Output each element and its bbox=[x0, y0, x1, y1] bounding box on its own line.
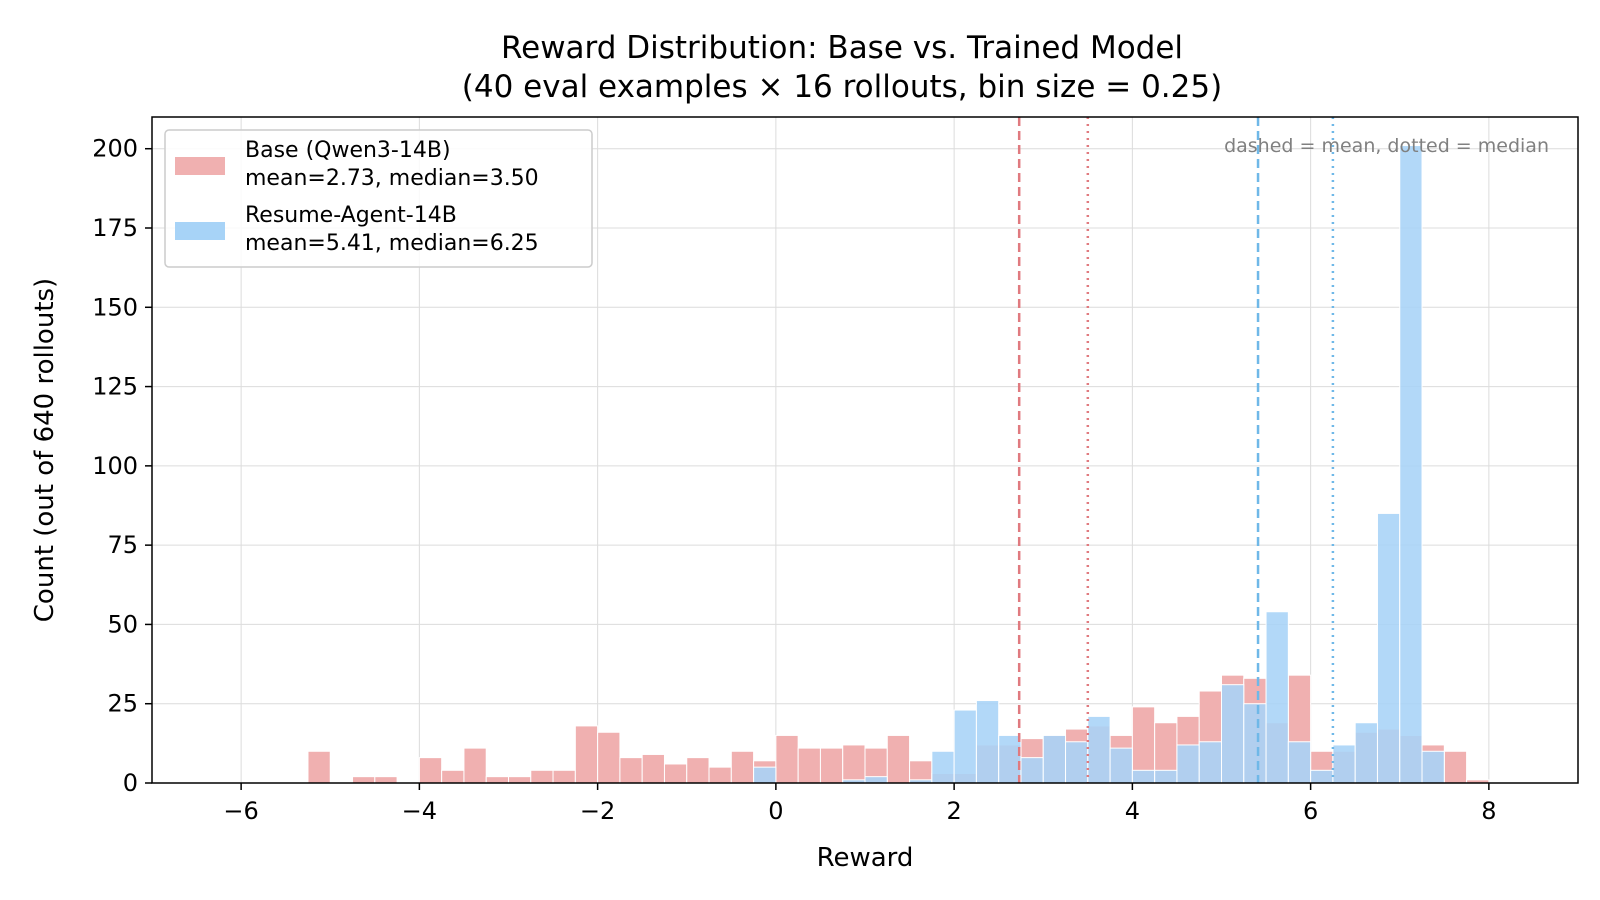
trained-bar-20 bbox=[1287, 741, 1312, 784]
trained-bar-9 bbox=[1042, 734, 1067, 784]
chart-titles: Reward Distribution: Base vs. Trained Mo… bbox=[462, 30, 1222, 105]
base-bar-2 bbox=[374, 776, 398, 784]
base-bar-5 bbox=[463, 747, 487, 784]
legend-label-base: Base (Qwen3-14B) bbox=[245, 138, 451, 163]
legend-swatch-trained bbox=[175, 222, 225, 240]
trained-bar-12 bbox=[1109, 747, 1133, 784]
x-axis-label: Reward bbox=[817, 843, 914, 873]
base-bar-6 bbox=[485, 776, 509, 784]
legend-label-trained: Resume-Agent-14B bbox=[245, 203, 457, 228]
trained-bar-10 bbox=[1065, 741, 1089, 784]
legend: Base (Qwen3-14B) mean=2.73, median=3.50 … bbox=[164, 129, 593, 268]
plot-area-frame bbox=[151, 116, 1579, 784]
legend-box bbox=[164, 129, 593, 268]
trained-bar-21 bbox=[1310, 769, 1334, 784]
y-tick-label-7: 175 bbox=[92, 214, 138, 242]
base-bar-22 bbox=[842, 744, 866, 784]
legend-stats-base: mean=2.73, median=3.50 bbox=[245, 166, 539, 191]
trained-bar-24 bbox=[1376, 512, 1401, 784]
y-tick-label-1: 25 bbox=[107, 690, 138, 718]
trained-bar-26 bbox=[1421, 750, 1445, 784]
base-series-bars bbox=[307, 674, 1490, 784]
trained-bar-4 bbox=[931, 750, 955, 784]
base-bar-15 bbox=[686, 757, 710, 784]
y-axis-ticks: 0 25 50 75 100 125 150 175 200 bbox=[92, 135, 152, 797]
base-bar-1 bbox=[352, 776, 376, 784]
base-bar-24 bbox=[886, 734, 911, 784]
y-tick-label-2: 50 bbox=[107, 610, 138, 638]
base-bar-10 bbox=[574, 725, 599, 784]
trained-bar-25 bbox=[1399, 145, 1423, 784]
trained-bar-19 bbox=[1265, 611, 1289, 784]
trained-bar-8 bbox=[1020, 757, 1044, 784]
base-bar-12 bbox=[619, 757, 643, 784]
chart-title: Reward Distribution: Base vs. Trained Mo… bbox=[501, 30, 1183, 66]
base-bar-7 bbox=[508, 776, 532, 784]
trained-series-bars bbox=[753, 145, 1445, 784]
y-tick-label-5: 125 bbox=[92, 373, 138, 401]
base-bar-8 bbox=[530, 769, 554, 784]
trained-bar-13 bbox=[1131, 769, 1156, 784]
trained-bar-0 bbox=[753, 766, 777, 784]
x-tick-label-2: −2 bbox=[580, 797, 615, 825]
x-tick-label-6: 6 bbox=[1303, 797, 1318, 825]
trained-bar-22 bbox=[1332, 744, 1356, 784]
trained-bar-14 bbox=[1154, 769, 1178, 784]
line-style-annotation: dashed = mean, dotted = median bbox=[1224, 135, 1549, 157]
trained-bar-18 bbox=[1243, 703, 1267, 784]
trained-bar-7 bbox=[998, 734, 1022, 784]
base-bar-3 bbox=[418, 757, 443, 784]
base-bar-0 bbox=[307, 750, 331, 784]
x-tick-label-1: −4 bbox=[402, 797, 437, 825]
base-bar-9 bbox=[552, 769, 576, 784]
chart-subtitle: (40 eval examples × 16 rollouts, bin siz… bbox=[462, 69, 1222, 105]
base-bar-16 bbox=[708, 766, 732, 784]
trained-bar-15 bbox=[1176, 744, 1200, 784]
legend-stats-trained: mean=5.41, median=6.25 bbox=[245, 231, 539, 256]
base-bar-13 bbox=[641, 753, 665, 784]
trained-bar-17 bbox=[1221, 684, 1245, 784]
x-tick-label-4: 2 bbox=[946, 797, 961, 825]
base-bar-19 bbox=[775, 734, 799, 784]
x-tick-label-3: 0 bbox=[768, 797, 783, 825]
y-tick-label-3: 75 bbox=[107, 531, 138, 559]
x-tick-label-5: 4 bbox=[1125, 797, 1140, 825]
base-bar-11 bbox=[597, 731, 621, 784]
base-bar-17 bbox=[730, 750, 755, 784]
y-tick-label-0: 0 bbox=[123, 769, 138, 797]
y-tick-label-6: 150 bbox=[92, 293, 138, 321]
trained-bar-23 bbox=[1354, 722, 1378, 784]
y-tick-label-8: 200 bbox=[92, 135, 138, 163]
trained-bar-5 bbox=[953, 709, 977, 784]
x-tick-label-7: 8 bbox=[1481, 797, 1496, 825]
x-tick-label-0: −6 bbox=[223, 797, 258, 825]
trained-bar-16 bbox=[1198, 741, 1222, 784]
base-bar-14 bbox=[663, 763, 688, 784]
grid-lines bbox=[152, 117, 1578, 784]
legend-swatch-base bbox=[175, 157, 225, 175]
base-bar-21 bbox=[819, 747, 844, 784]
y-tick-label-4: 100 bbox=[92, 452, 138, 480]
x-axis-ticks: −6 −4 −2 0 2 4 6 8 bbox=[223, 783, 1497, 825]
y-axis-label: Count (out of 640 rollouts) bbox=[30, 278, 60, 622]
base-bar-4 bbox=[441, 769, 465, 784]
trained-bar-11 bbox=[1087, 715, 1111, 784]
base-bar-49 bbox=[1443, 750, 1468, 784]
trained-bar-6 bbox=[975, 700, 1000, 784]
base-bar-20 bbox=[797, 747, 821, 784]
mean-median-lines bbox=[1017, 117, 1335, 783]
trained-bar-2 bbox=[864, 776, 888, 784]
